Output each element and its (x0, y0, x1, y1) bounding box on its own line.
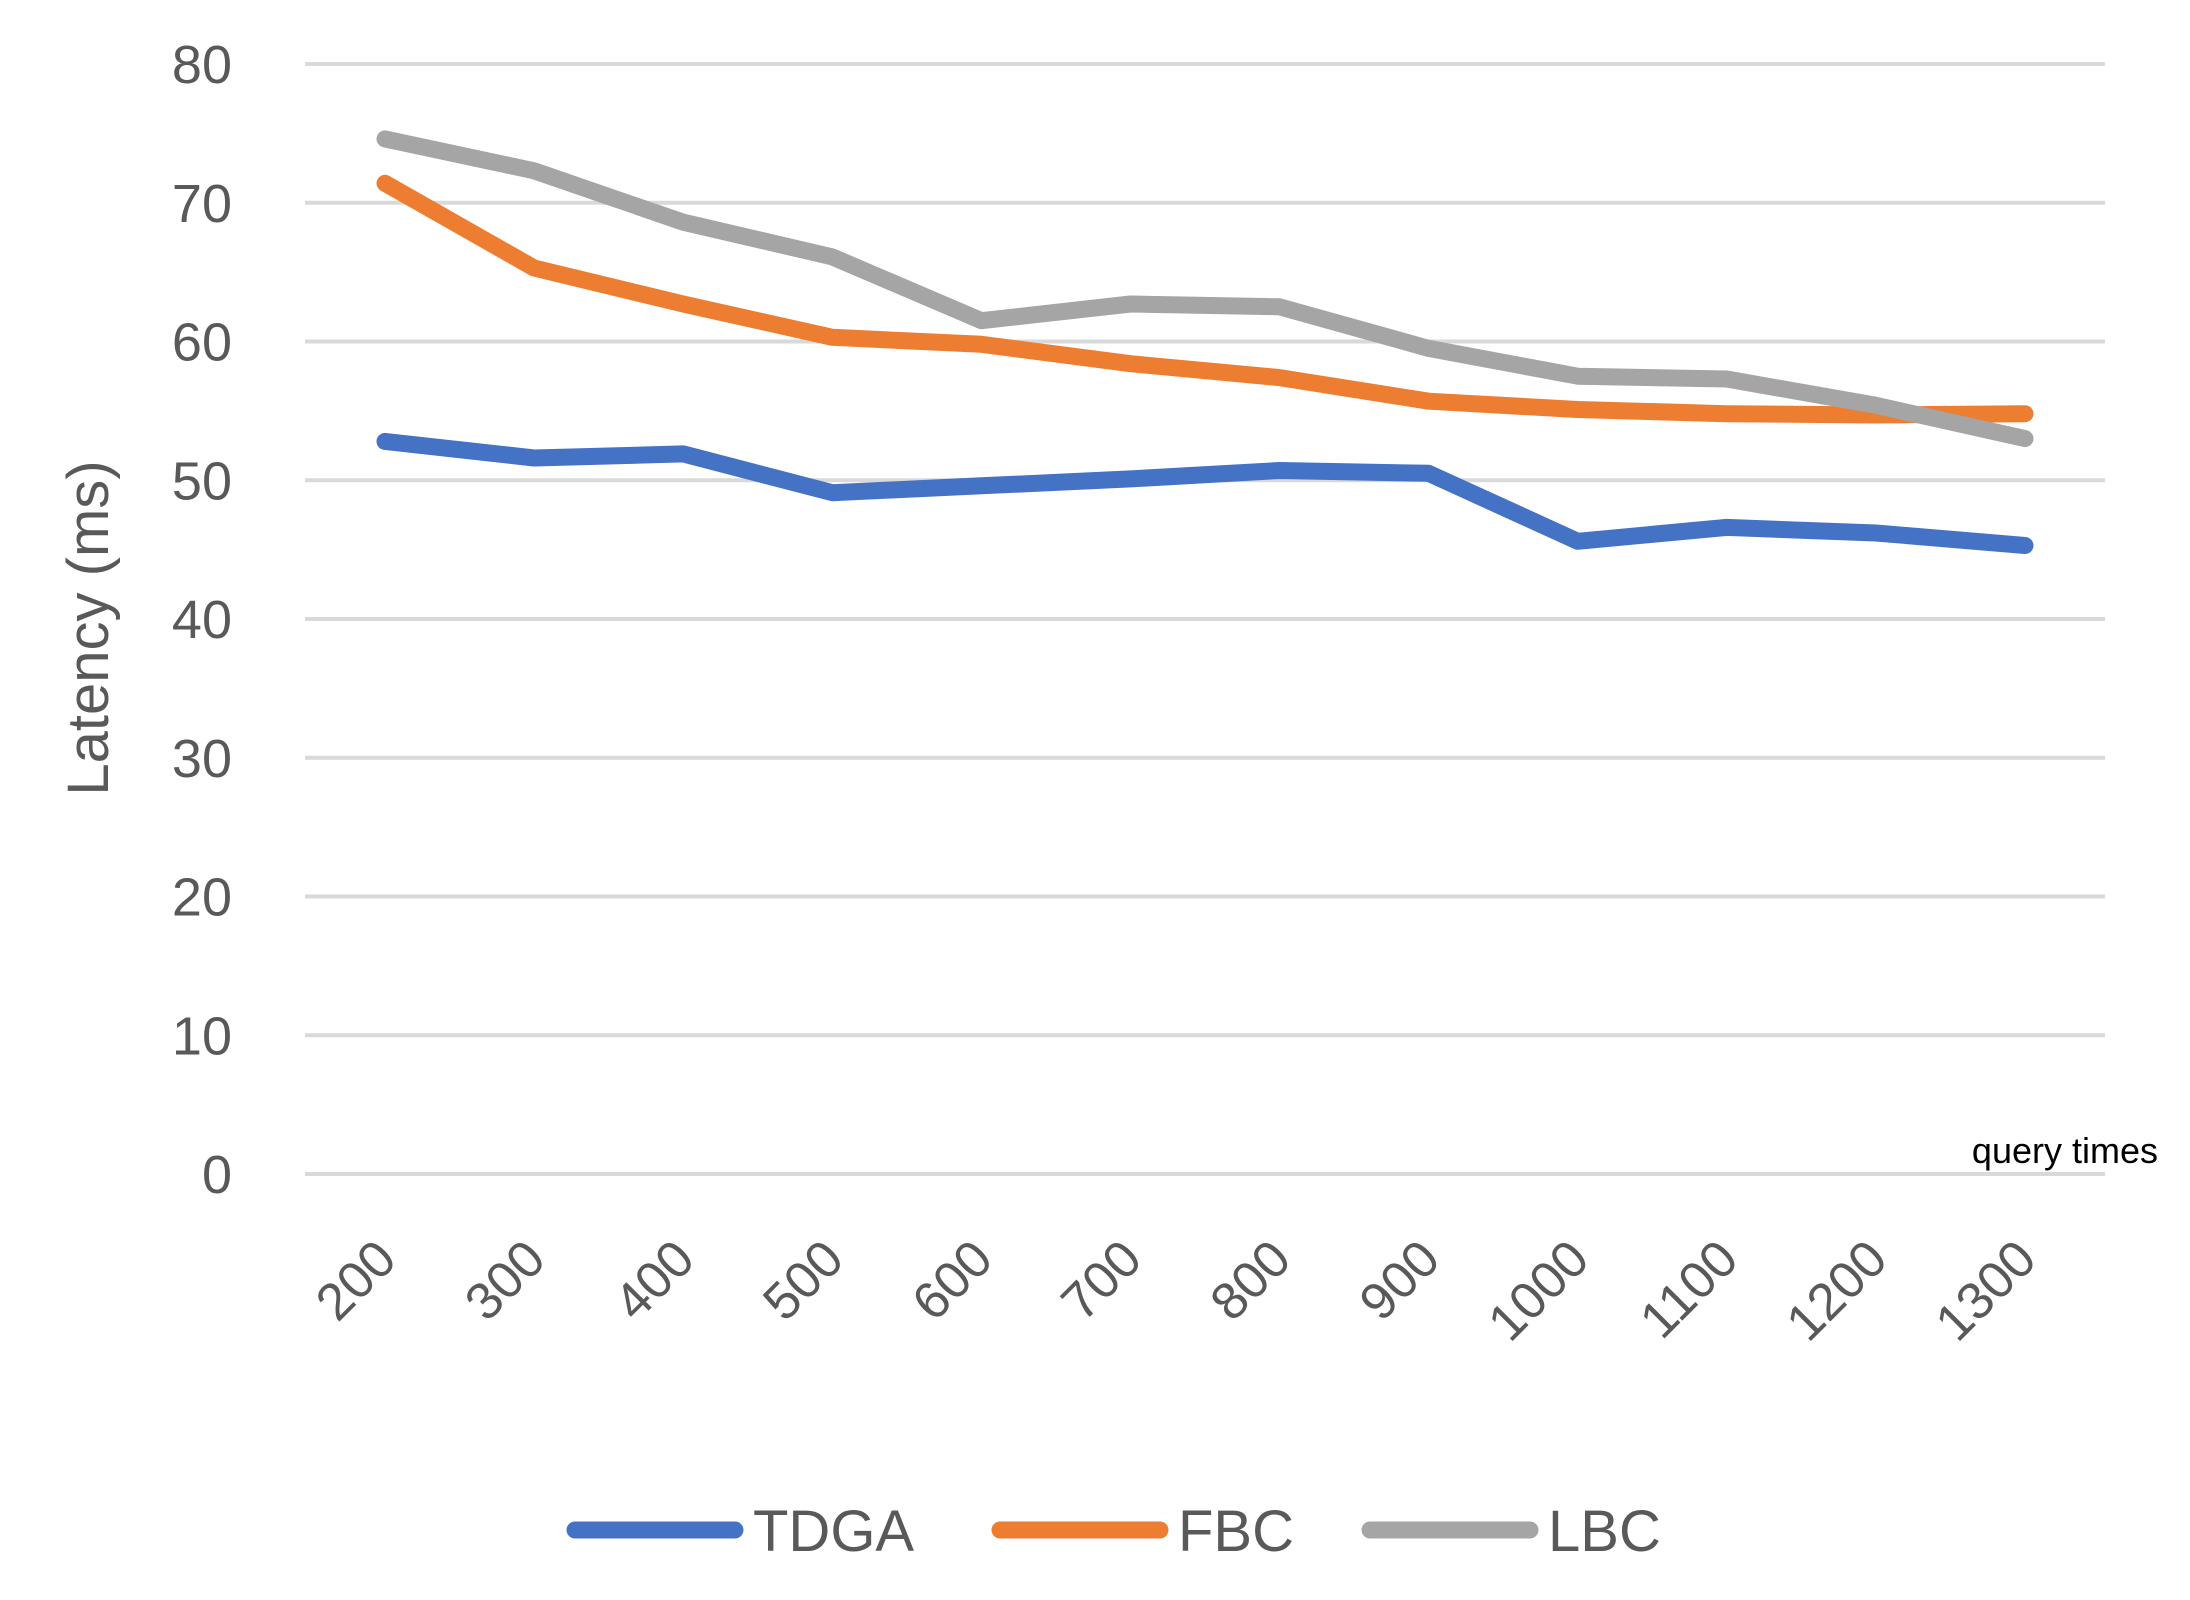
y-tick-label: 40 (172, 590, 232, 650)
x-tick-label: 500 (752, 1229, 854, 1331)
y-axis-title: Latency (ms) (56, 460, 121, 795)
legend-label-fbc: FBC (1178, 1499, 1294, 1564)
x-tick-label: 1200 (1776, 1229, 1899, 1352)
x-tick-label: 300 (454, 1229, 556, 1331)
series-lines (376, 130, 2034, 554)
x-tick-label: 400 (603, 1229, 705, 1331)
y-tick-label: 20 (172, 868, 232, 928)
y-tick-label: 10 (172, 1006, 232, 1066)
x-tick-label: 1000 (1477, 1229, 1600, 1352)
y-tick-label: 70 (172, 174, 232, 234)
x-tick-label: 200 (305, 1229, 407, 1331)
series-line-tdga (376, 432, 2034, 554)
x-axis-tick-labels: 200 300 400 500 600 700 800 900 1000 1100 1200 1300 (305, 1229, 2047, 1352)
y-tick-label: 60 (172, 313, 232, 373)
x-tick-label: 900 (1349, 1229, 1451, 1331)
x-tick-label: 1300 (1925, 1229, 2048, 1352)
y-tick-label: 0 (202, 1145, 232, 1205)
x-tick-label: 800 (1200, 1229, 1302, 1331)
x-tick-label: 600 (901, 1229, 1003, 1331)
y-tick-label: 50 (172, 451, 232, 511)
series-line-fbc (376, 174, 2034, 424)
y-tick-label: 80 (172, 35, 232, 95)
y-axis-tick-labels: 0 10 20 30 40 50 60 70 80 (172, 35, 232, 1205)
x-tick-label: 700 (1051, 1229, 1153, 1331)
x-tick-label: 1100 (1629, 1229, 1749, 1349)
legend: TDGA FBC LBC (566, 1499, 1661, 1564)
gridlines (305, 62, 2105, 1176)
legend-label-lbc: LBC (1548, 1499, 1661, 1564)
x-axis-title: query times (1972, 1130, 2158, 1171)
legend-label-tdga: TDGA (753, 1499, 914, 1564)
series-line-lbc (376, 130, 2034, 448)
y-tick-label: 30 (172, 729, 232, 789)
